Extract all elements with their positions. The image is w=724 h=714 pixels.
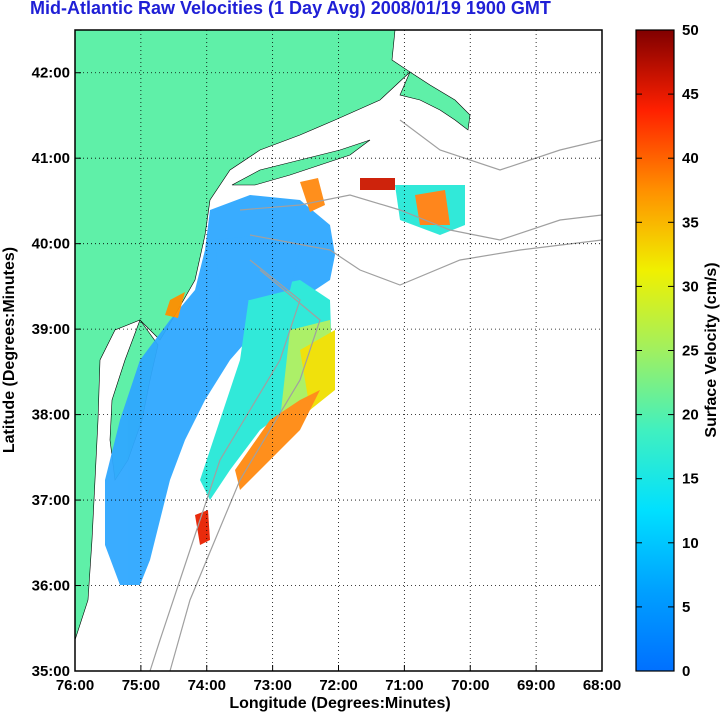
colorbar-tick-label: 5 — [682, 599, 690, 616]
colorbar-tick-label: 35 — [682, 214, 699, 231]
colorbar-tick-label: 10 — [682, 535, 699, 552]
grid-lines — [75, 30, 602, 671]
bathymetry-contours — [149, 119, 602, 671]
colorbar-tick-label: 45 — [682, 86, 699, 103]
cape-cod — [399, 71, 471, 131]
plot-title: Mid-Atlantic Raw Velocities (1 Day Avg) … — [30, 0, 551, 18]
colorbar-tick-label: 20 — [682, 407, 699, 424]
y-tick-label: 41:00 — [32, 150, 70, 167]
x-tick-label: 72:00 — [319, 677, 357, 694]
x-tick-label: 74:00 — [188, 677, 226, 694]
x-axis-label: Longitude (Degrees:Minutes) — [229, 695, 450, 712]
x-tick-label: 68:00 — [583, 677, 621, 694]
y-tick-label: 37:00 — [32, 492, 70, 509]
x-tick-label: 75:00 — [122, 677, 160, 694]
x-tick-label: 70:00 — [451, 677, 489, 694]
x-axis-ticks: 76:00 75:00 74:00 73:00 72:00 71:00 70:00 69:00… — [56, 665, 621, 694]
land-mass — [75, 30, 411, 641]
y-tick-label: 38:00 — [32, 407, 70, 424]
colorbar — [635, 29, 675, 672]
y-tick-label: 40:00 — [32, 236, 70, 253]
colorbar-tick-label: 25 — [682, 343, 699, 360]
y-tick-label: 36:00 — [32, 578, 70, 595]
colorbar-tick-label: 40 — [682, 150, 699, 167]
y-axis-label: Latitude (Degrees:Minutes) — [1, 247, 18, 453]
colorbar-tick-label: 0 — [682, 663, 690, 680]
y-tick-label: 39:00 — [32, 321, 70, 338]
colorbar-tick-label: 50 — [682, 22, 699, 39]
x-tick-label: 76:00 — [56, 677, 94, 694]
x-tick-label: 69:00 — [517, 677, 555, 694]
colorbar-label: Surface Velocity (cm/s) — [703, 262, 720, 437]
long-island — [231, 139, 371, 186]
x-tick-label: 71:00 — [385, 677, 423, 694]
x-tick-label: 73:00 — [253, 677, 291, 694]
y-tick-label: 35:00 — [32, 663, 70, 680]
velocity-field — [105, 178, 465, 585]
colorbar-ticks: 0 5 10 15 20 25 30 35 40 45 50 — [636, 22, 699, 680]
y-axis-ticks: 35:00 36:00 37:00 38:00 39:00 40:00 41:00 42:00 — [32, 65, 81, 680]
colorbar-tick-label: 15 — [682, 471, 699, 488]
y-tick-label: 42:00 — [32, 65, 70, 82]
colorbar-tick-label: 30 — [682, 278, 699, 295]
